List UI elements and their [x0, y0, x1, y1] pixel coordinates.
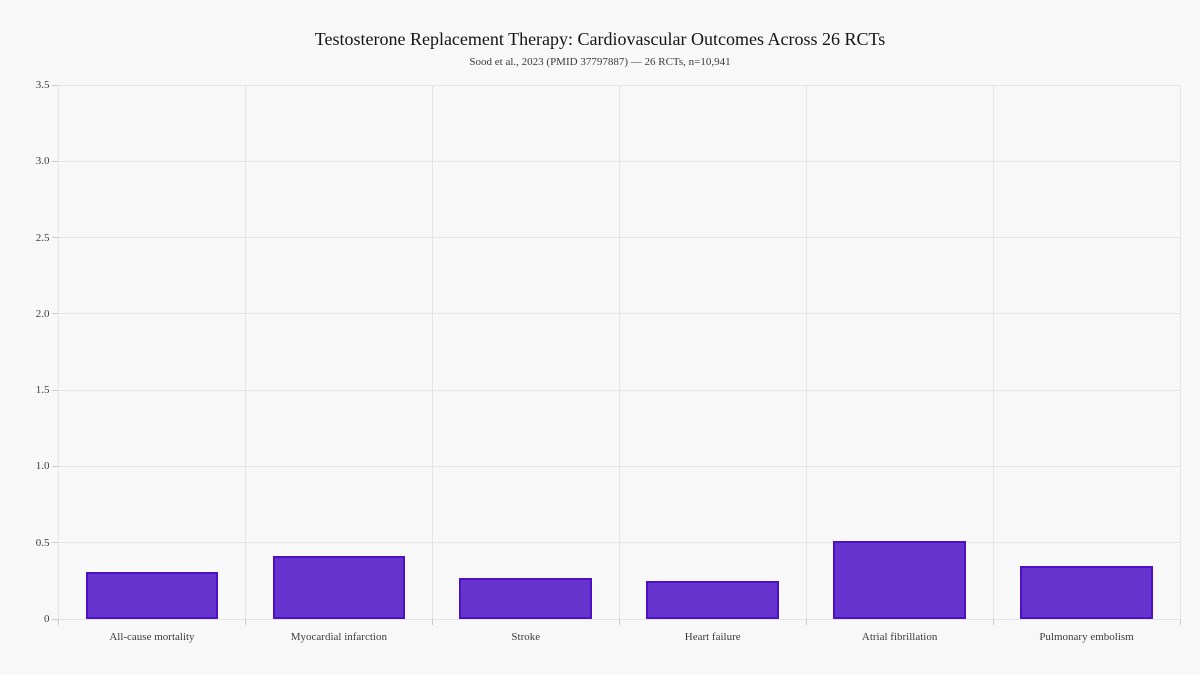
x-gridline: [58, 85, 59, 619]
x-tick-mark: [1179, 619, 1181, 625]
bar-atrial-fibrillation: [833, 541, 966, 619]
x-gridline: [431, 85, 433, 619]
chart-subtitle: Sood et al., 2023 (PMID 37797887) — 26 R…: [469, 56, 731, 68]
y-tick-label: 2.0: [35, 307, 50, 320]
x-gridline: [1179, 85, 1181, 619]
x-tick-mark: [805, 619, 807, 625]
chart-title: Testosterone Replacement Therapy: Cardio…: [314, 29, 886, 49]
x-gridline: [618, 85, 620, 619]
x-tick-label: Heart failure: [684, 631, 741, 643]
y-tick-mark: [51, 618, 59, 620]
x-tick-label: Atrial fibrillation: [861, 631, 938, 643]
y-tick-label: 1.0: [35, 460, 50, 473]
x-tick-label: Pulmonary embolism: [1039, 631, 1134, 643]
x-tick-label: Myocardial infarction: [290, 631, 387, 643]
bar-pulmonary-embolism: [1020, 565, 1153, 619]
y-tick-mark: [51, 313, 59, 315]
x-tick-mark: [431, 619, 433, 625]
x-tick-mark: [244, 619, 246, 625]
y-tick-mark: [51, 160, 59, 162]
y-tick-mark: [51, 465, 59, 467]
y-tick-label: 0.5: [35, 536, 50, 549]
bar-heart-failure: [646, 580, 780, 619]
x-tick-mark: [618, 619, 620, 625]
y-tick-label: 3.0: [35, 155, 50, 168]
y-tick-mark: [51, 389, 59, 391]
x-gridline: [992, 85, 994, 619]
y-tick-mark: [51, 84, 59, 86]
bar-all-cause-mortality: [85, 571, 219, 619]
y-tick-label: 1.5: [35, 384, 50, 397]
bar-myocardial-infarction: [272, 556, 406, 619]
x-tick-mark: [58, 619, 59, 625]
bar-stroke: [459, 577, 593, 619]
y-tick-label: 0: [44, 613, 50, 625]
y-tick-mark: [51, 542, 59, 544]
x-tick-label: All-cause mortality: [109, 631, 195, 643]
x-tick-label: Stroke: [511, 631, 541, 643]
x-gridline: [244, 85, 246, 619]
y-tick-label: 2.5: [35, 231, 50, 244]
x-gridline: [805, 85, 807, 619]
y-tick-label: 3.5: [35, 79, 50, 91]
x-tick-mark: [992, 619, 994, 625]
y-tick-mark: [51, 237, 59, 239]
